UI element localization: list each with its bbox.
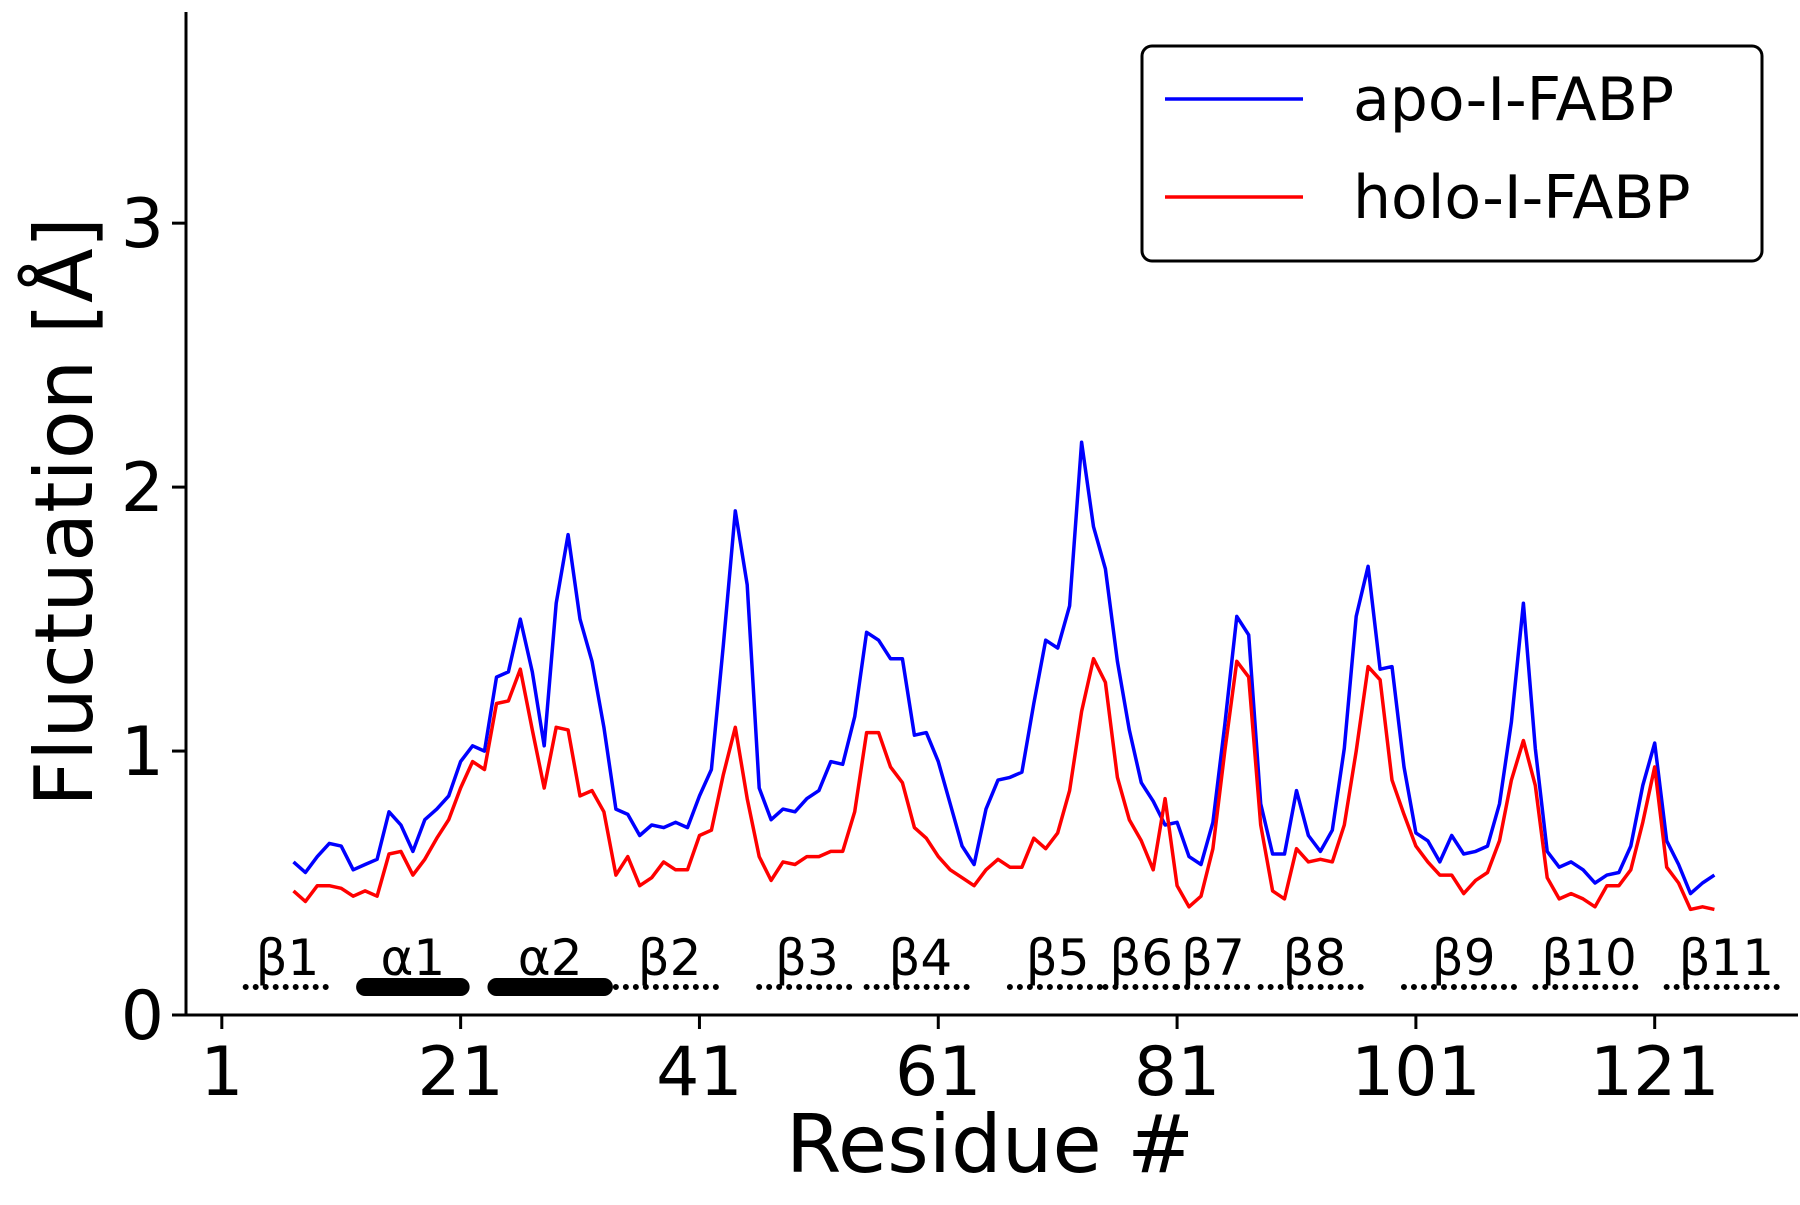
secondary-structure: β1 α1 α2 β2 β3 β4 β5 β6 β7 β8 β9 β10 β11 [242, 929, 1790, 996]
series-line-apo [292, 440, 1716, 896]
x-tick-label: 81 [1134, 1033, 1221, 1112]
x-tick-label: 61 [895, 1033, 982, 1112]
x-tick-label: 1 [200, 1033, 243, 1112]
x-tick-label: 101 [1351, 1033, 1481, 1112]
ss-label: β9 [1432, 929, 1496, 987]
plot-area: β1 α1 α2 β2 β3 β4 β5 β6 β7 β8 β9 β10 β11 [242, 440, 1790, 996]
legend: apo-I-FABP holo-I-FABP [1140, 44, 1764, 263]
x-axis-label: Residue # [786, 1098, 1194, 1191]
ss-label: β11 [1679, 929, 1775, 987]
y-tick-label: 2 [121, 449, 164, 528]
ss-label: α1 [380, 929, 445, 987]
ss-label: β3 [775, 929, 839, 987]
x-tick-label: 21 [417, 1033, 504, 1112]
y-tick-label: 1 [121, 713, 164, 792]
x-tick-label: 41 [656, 1033, 743, 1112]
ss-label: β8 [1283, 929, 1347, 987]
ss-label: β4 [888, 929, 952, 987]
x-tick-label: 121 [1590, 1033, 1720, 1112]
ss-label: α2 [518, 929, 583, 987]
ss-label: β1 [256, 929, 320, 987]
legend-label-holo: holo-I-FABP [1353, 163, 1691, 233]
ss-label: β7 [1181, 929, 1245, 987]
y-tick-label: 0 [121, 977, 164, 1056]
ss-label: β6 [1109, 929, 1173, 987]
y-axis-label: Fluctuation [Å] [17, 217, 111, 807]
series-line-holo [292, 656, 1715, 912]
ss-label: β2 [638, 929, 702, 987]
legend-label-apo: apo-I-FABP [1353, 65, 1674, 135]
ss-label: β5 [1026, 929, 1090, 987]
ss-label: β10 [1541, 929, 1637, 987]
y-tick-label: 3 [121, 185, 164, 264]
